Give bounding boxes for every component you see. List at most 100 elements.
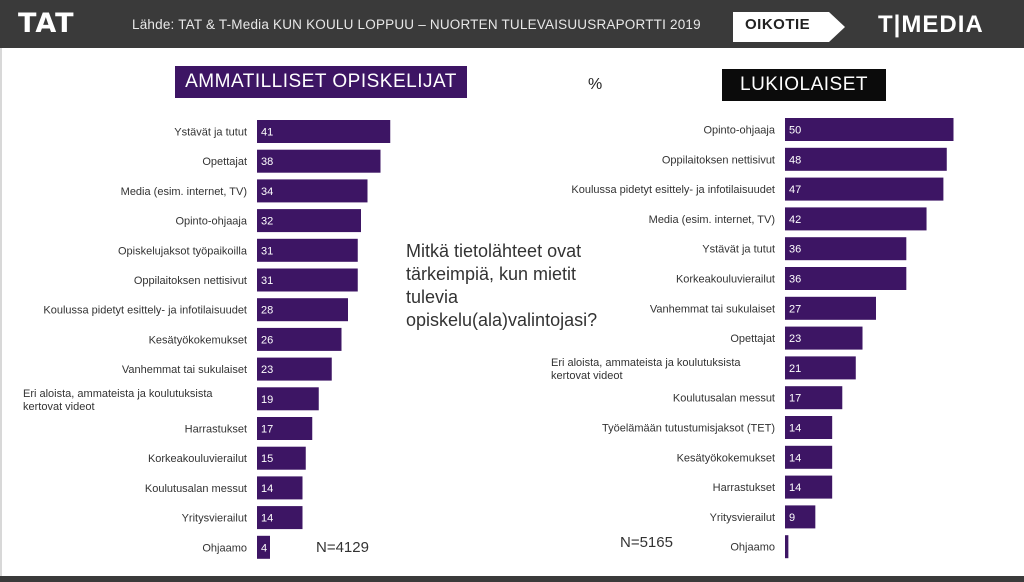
bar-ammatilliset-2 [257,149,381,173]
value-label-ammatilliset-3: 34 [261,186,273,198]
value-label-lukiolaiset-13: 14 [789,482,801,494]
category-label-lukiolaiset-4: Media (esim. internet, TV) [649,214,775,226]
bar-ammatilliset-11 [257,417,313,440]
bar-lukiolaiset-10 [785,386,843,410]
value-label-ammatilliset-9: 23 [261,364,273,376]
bar-ammatilliset-13 [257,476,303,500]
category-label-lukiolaiset-2: Oppilaitoksen nettisivut [662,154,775,166]
sample-size-ammatilliset: N=4129 [316,539,369,556]
bar-ammatilliset-4 [257,209,361,233]
oikotie-logo: OIKOTIE [745,16,811,33]
value-label-ammatilliset-7: 28 [261,305,273,317]
top-banner [0,0,1024,48]
category-label-lukiolaiset-9: Eri aloista, ammateista ja koulutuksista… [551,357,741,382]
value-label-lukiolaiset-3: 47 [789,184,801,196]
category-label-lukiolaiset-10: Koulutusalan messut [673,393,775,405]
category-label-lukiolaiset-3: Koulussa pidetyt esittely- ja infotilais… [571,184,775,196]
value-label-ammatilliset-6: 31 [261,275,273,287]
category-label-ammatilliset-11: Harrastukset [185,424,247,436]
chart-title-ammatilliset: AMMATILLISET OPISKELIJAT [175,66,467,98]
category-label-ammatilliset-6: Oppilaitoksen nettisivut [134,275,247,287]
bar-ammatilliset-10 [257,387,319,411]
category-label-ammatilliset-9: Vanhemmat tai sukulaiset [122,364,247,376]
bar-lukiolaiset-14 [785,505,816,529]
bar-lukiolaiset-1 [785,118,954,141]
value-label-lukiolaiset-4: 42 [789,214,801,226]
category-label-ammatilliset-4: Opinto-ohjaaja [175,216,247,228]
bar-lukiolaiset-13 [785,475,833,499]
value-label-lukiolaiset-8: 23 [789,333,801,345]
bar-lukiolaiset-11 [785,416,833,439]
category-label-lukiolaiset-6: Korkeakouluvierailut [676,274,775,286]
category-label-ammatilliset-7: Koulussa pidetyt esittely- ja infotilais… [43,305,247,317]
tmedia-logo: T|MEDIA [878,11,984,38]
value-label-ammatilliset-13: 14 [261,483,273,495]
category-label-ammatilliset-1: Ystävät ja tutut [174,127,247,139]
value-label-ammatilliset-5: 31 [261,245,273,257]
value-label-ammatilliset-12: 15 [261,453,273,465]
sample-size-lukiolaiset: N=5165 [620,534,673,551]
category-label-ammatilliset-5: Opiskelujaksot työpaikoilla [118,245,248,257]
value-label-lukiolaiset-12: 14 [789,452,801,464]
category-label-lukiolaiset-15: Ohjaamo [730,542,775,554]
unit-label: % [588,76,603,93]
value-label-ammatilliset-1: 41 [261,127,273,139]
bar-lukiolaiset-12 [785,445,833,469]
category-label-ammatilliset-8: Kesätyökokemukset [149,334,247,346]
bar-ammatilliset-3 [257,179,368,203]
value-label-lukiolaiset-2: 48 [789,154,801,166]
bar-ammatilliset-15 [257,535,270,559]
chart-title-lukiolaiset: LUKIOLAISET [722,69,886,101]
category-label-ammatilliset-3: Media (esim. internet, TV) [121,186,247,198]
bottom-banner [0,576,1024,582]
value-label-lukiolaiset-14: 9 [789,512,795,524]
tat-logo: TAT [18,8,75,39]
value-label-lukiolaiset-11: 14 [789,423,801,435]
category-label-lukiolaiset-11: Työelämään tutustumisjaksot (TET) [602,423,775,435]
value-label-ammatilliset-14: 14 [261,513,273,525]
category-label-ammatilliset-14: Yritysvierailut [182,513,247,525]
value-label-ammatilliset-11: 17 [261,424,273,436]
source-text: Lähde: TAT & T-Media KUN KOULU LOPPUU – … [132,17,701,32]
category-label-lukiolaiset-5: Ystävät ja tutut [702,244,775,256]
value-label-lukiolaiset-6: 36 [789,274,801,286]
bar-ammatilliset-7 [257,298,348,322]
bar-ammatilliset-5 [257,238,358,262]
bar-ammatilliset-9 [257,357,332,381]
value-label-ammatilliset-8: 26 [261,334,273,346]
value-label-ammatilliset-4: 32 [261,216,273,228]
category-label-lukiolaiset-12: Kesätyökokemukset [677,452,775,464]
value-label-lukiolaiset-9: 21 [789,363,801,375]
value-label-lukiolaiset-10: 17 [789,393,801,405]
bar-lukiolaiset-9 [785,356,856,380]
bar-ammatilliset-12 [257,446,306,470]
bar-ammatilliset-14 [257,506,303,530]
bar-lukiolaiset-5 [785,237,907,261]
category-label-ammatilliset-15: Ohjaamo [202,542,247,554]
value-label-ammatilliset-15: 4 [261,542,267,554]
category-label-lukiolaiset-8: Opettajat [730,333,775,345]
bar-ammatilliset-8 [257,327,342,351]
value-label-ammatilliset-2: 38 [261,156,273,168]
category-label-lukiolaiset-14: Yritysvierailut [710,512,775,524]
survey-question: Mitkä tietolähteet ovat tärkeimpiä, kun … [406,241,598,330]
category-label-ammatilliset-10: Eri aloista, ammateista ja koulutuksista… [23,388,213,413]
category-label-ammatilliset-2: Opettajat [202,156,247,168]
bar-lukiolaiset-6 [785,267,907,290]
bar-lukiolaiset-8 [785,326,863,350]
category-label-ammatilliset-13: Koulutusalan messut [145,483,247,495]
bar-lukiolaiset-2 [785,147,947,171]
value-label-ammatilliset-10: 19 [261,394,273,406]
page-edge [0,48,2,576]
bar-lukiolaiset-4 [785,207,927,231]
bar-ammatilliset-1 [257,120,391,143]
value-label-lukiolaiset-7: 27 [789,303,801,315]
bar-lukiolaiset-3 [785,177,944,201]
category-label-lukiolaiset-7: Vanhemmat tai sukulaiset [650,303,775,315]
oikotie-logo-shape [733,12,845,42]
category-label-lukiolaiset-1: Opinto-ohjaaja [703,125,775,137]
bar-lukiolaiset-7 [785,296,876,320]
category-label-lukiolaiset-13: Harrastukset [713,482,775,494]
bar-lukiolaiset-15 [785,535,789,559]
